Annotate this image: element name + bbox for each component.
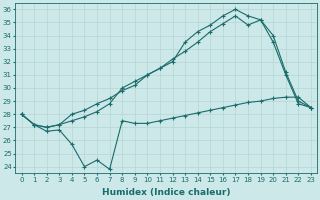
X-axis label: Humidex (Indice chaleur): Humidex (Indice chaleur) <box>102 188 230 197</box>
